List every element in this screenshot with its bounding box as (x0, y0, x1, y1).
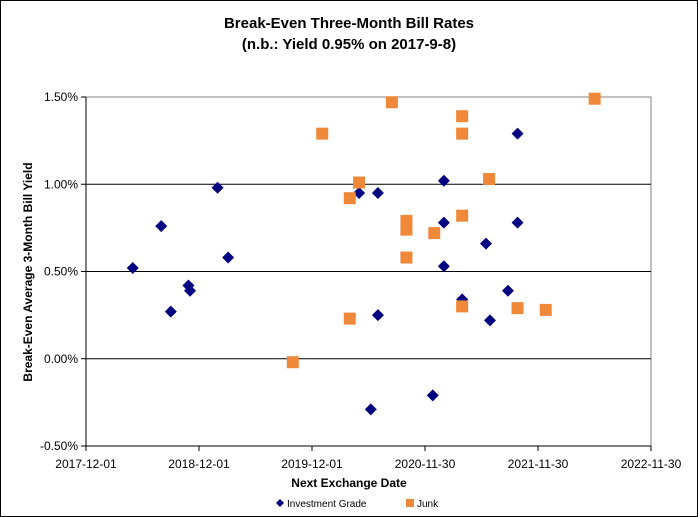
investment-grade-point (364, 403, 377, 416)
investment-grade-point (511, 216, 524, 229)
investment-grade-point (126, 262, 139, 275)
investment-grade-point (184, 284, 197, 297)
chart-subtitle: (n.b.: Yield 0.95% on 2017-9-8) (242, 36, 456, 53)
investment-grade-point (164, 305, 177, 318)
junk-point (456, 127, 469, 140)
x-tick-label: 2022-11-30 (621, 457, 682, 471)
investment-grade-point (511, 127, 524, 140)
x-tick-label: 2019-12-01 (281, 457, 343, 471)
investment-grade-point (353, 186, 366, 199)
investment-grade-point (222, 251, 235, 264)
junk-point (343, 312, 356, 325)
y-tick-label: 0.00% (44, 352, 78, 366)
junk-point (588, 92, 601, 105)
investment-grade-point (211, 181, 224, 194)
x-tick-label: 2018-12-01 (168, 457, 230, 471)
junk-point (483, 173, 496, 186)
junk-point (343, 192, 356, 205)
investment-grade-point (155, 220, 168, 233)
investment-grade-point (479, 237, 492, 250)
investment-grade-point (371, 186, 384, 199)
junk-point (456, 209, 469, 222)
x-tick-label: 2021-11-30 (508, 457, 569, 471)
junk-point (400, 223, 413, 236)
legend-investment-grade-marker (276, 499, 284, 507)
x-tick-label: 2017-12-01 (55, 457, 117, 471)
legend-investment-grade-label: Investment Grade (287, 499, 367, 510)
y-tick-label: -0.50% (40, 439, 78, 453)
y-axis-label: Break-Even Average 3-Month Bill Yield (21, 162, 35, 381)
junk-point (456, 300, 469, 313)
legend-junk-marker (406, 499, 414, 507)
legend-junk-label: Junk (417, 499, 439, 510)
junk-point (400, 251, 413, 264)
investment-grade-point (371, 309, 384, 322)
y-tick-label: 1.00% (44, 177, 78, 191)
junk-point (353, 176, 366, 189)
junk-point (316, 127, 329, 140)
investment-grade-point (426, 389, 439, 402)
y-tick-label: 1.50% (44, 90, 78, 104)
y-tick-label: 0.50% (44, 265, 78, 279)
junk-point (539, 303, 552, 316)
junk-point (511, 302, 524, 315)
junk-point (428, 227, 441, 240)
investment-grade-point (437, 216, 450, 229)
junk-point (456, 110, 469, 123)
x-tick-label: 2020-11-30 (395, 457, 456, 471)
x-axis-label: Next Exchange Date (291, 476, 407, 490)
junk-point (286, 356, 299, 369)
investment-grade-point (484, 314, 497, 327)
investment-grade-point (501, 284, 514, 297)
investment-grade-point (437, 174, 450, 187)
junk-point (385, 96, 398, 109)
chart-title: Break-Even Three-Month Bill Rates (224, 15, 474, 32)
investment-grade-point (437, 260, 450, 273)
